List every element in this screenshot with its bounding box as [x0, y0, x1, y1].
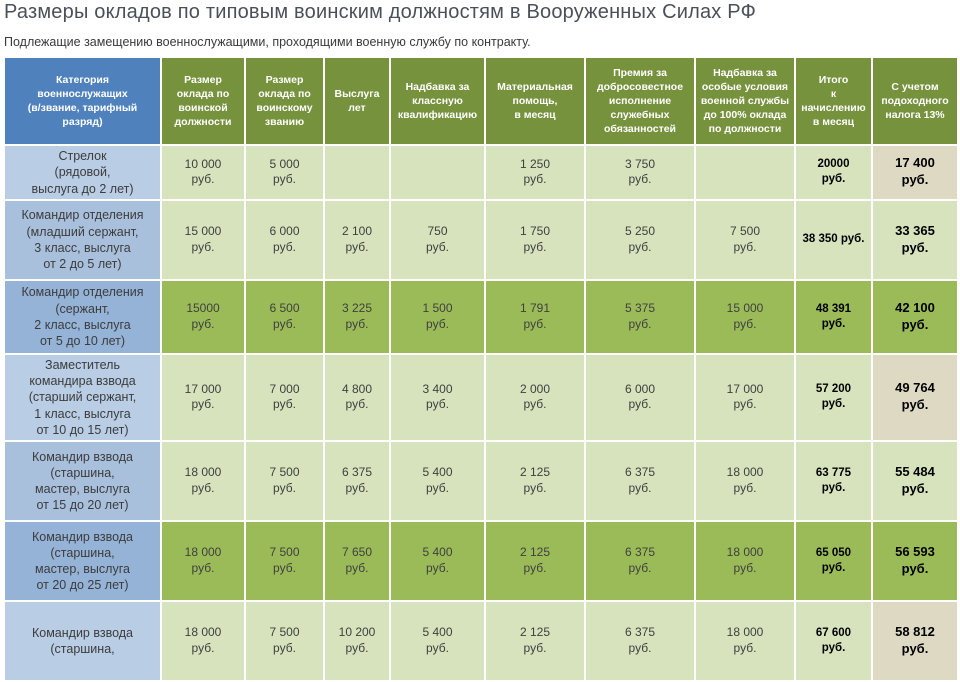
- total-cell: 48 391 руб.: [796, 280, 871, 353]
- value-cell: 1 250 руб.: [486, 146, 584, 199]
- table-header-row: Категория военнослужащих (в/звание, тари…: [5, 58, 957, 144]
- total-cell: 38 350 руб.: [796, 200, 871, 279]
- value-cell: 2 125 руб.: [486, 602, 584, 680]
- net-cell: 58 812 руб.: [873, 602, 957, 680]
- table-row: Заместитель командира взвода (старший се…: [5, 354, 957, 440]
- value-cell: [325, 146, 389, 199]
- page-title: Размеры окладов по типовым воинским долж…: [4, 1, 756, 23]
- salary-table: Категория военнослужащих (в/звание, тари…: [3, 56, 959, 682]
- value-cell: 7 500 руб.: [246, 602, 323, 680]
- category-cell: Командир отделения (младший сержант, 3 к…: [5, 200, 160, 279]
- value-cell: 7 500 руб.: [246, 442, 323, 520]
- value-cell: 7 650 руб.: [325, 522, 389, 600]
- value-cell: 3 400 руб.: [391, 354, 484, 440]
- value-cell: 750 руб.: [391, 200, 484, 279]
- value-cell: 2 125 руб.: [486, 522, 584, 600]
- value-cell: 6 375 руб.: [586, 602, 694, 680]
- category-cell: Заместитель командира взвода (старший се…: [5, 354, 160, 440]
- value-cell: 3 225 руб.: [325, 280, 389, 353]
- value-cell: 17 000 руб.: [696, 354, 794, 440]
- category-cell: Стрелок (рядовой, выслуга до 2 лет): [5, 146, 160, 199]
- table-row: Командир отделения (младший сержант, 3 к…: [5, 200, 957, 279]
- value-cell: 6 500 руб.: [246, 280, 323, 353]
- table-row: Стрелок (рядовой, выслуга до 2 лет) 10 0…: [5, 146, 957, 199]
- category-cell: Командир взвода (старшина,: [5, 602, 160, 680]
- column-header-special-conditions-bonus: Надбавка за особые условия военной служб…: [696, 58, 794, 144]
- value-cell: 10 200 руб.: [325, 602, 389, 680]
- value-cell: 6 000 руб.: [586, 354, 694, 440]
- value-cell: 18 000 руб.: [696, 522, 794, 600]
- category-cell: Командир отделения (сержант, 2 класс, вы…: [5, 280, 160, 353]
- value-cell: 7 500 руб.: [696, 200, 794, 279]
- value-cell: 1 750 руб.: [486, 200, 584, 279]
- value-cell: 2 000 руб.: [486, 354, 584, 440]
- net-cell: 42 100 руб.: [873, 280, 957, 353]
- value-cell: 15000 руб.: [162, 280, 244, 353]
- table-row: Командир взвода (старшина, мастер, выслу…: [5, 442, 957, 520]
- net-cell: 33 365 руб.: [873, 200, 957, 279]
- column-header-material-aid: Материальная помощь, в месяц: [486, 58, 584, 144]
- value-cell: 6 000 руб.: [246, 200, 323, 279]
- value-cell: 5 375 руб.: [586, 280, 694, 353]
- value-cell: 2 100 руб.: [325, 200, 389, 279]
- value-cell: 5 400 руб.: [391, 602, 484, 680]
- column-header-category: Категория военнослужащих (в/звание, тари…: [5, 58, 160, 144]
- value-cell: 7 500 руб.: [246, 522, 323, 600]
- value-cell: 18 000 руб.: [162, 442, 244, 520]
- page-subtitle: Подлежащие замещению военнослужащими, пр…: [4, 35, 531, 49]
- value-cell: 2 125 руб.: [486, 442, 584, 520]
- value-cell: 1 791 руб.: [486, 280, 584, 353]
- value-cell: 7 000 руб.: [246, 354, 323, 440]
- value-cell: 18 000 руб.: [696, 602, 794, 680]
- value-cell: 6 375 руб.: [586, 522, 694, 600]
- category-cell: Командир взвода (старшина, мастер, выслу…: [5, 522, 160, 600]
- net-cell: 17 400 руб.: [873, 146, 957, 199]
- value-cell: 5 000 руб.: [246, 146, 323, 199]
- category-cell: Командир взвода (старшина, мастер, выслу…: [5, 442, 160, 520]
- table-row: Командир взвода (старшина, 18 000 руб. 7…: [5, 602, 957, 680]
- column-header-total-accrued: Итого к начислению в месяц: [796, 58, 871, 144]
- net-cell: 56 593 руб.: [873, 522, 957, 600]
- value-cell: 6 375 руб.: [325, 442, 389, 520]
- table-row: Командир отделения (сержант, 2 класс, вы…: [5, 280, 957, 353]
- value-cell: 18 000 руб.: [162, 602, 244, 680]
- value-cell: 18 000 руб.: [162, 522, 244, 600]
- column-header-years-of-service: Выслуга лет: [325, 58, 389, 144]
- value-cell: 6 375 руб.: [586, 442, 694, 520]
- value-cell: [696, 146, 794, 199]
- table-row: Командир взвода (старшина, мастер, выслу…: [5, 522, 957, 600]
- value-cell: 5 400 руб.: [391, 522, 484, 600]
- column-header-net-after-tax: С учетом подоходного налога 13%: [873, 58, 957, 144]
- value-cell: [391, 146, 484, 199]
- total-cell: 65 050 руб.: [796, 522, 871, 600]
- total-cell: 57 200 руб.: [796, 354, 871, 440]
- column-header-position-salary: Размер оклада по воинской должности: [162, 58, 244, 144]
- value-cell: 4 800 руб.: [325, 354, 389, 440]
- total-cell: 63 775 руб.: [796, 442, 871, 520]
- net-cell: 55 484 руб.: [873, 442, 957, 520]
- value-cell: 5 400 руб.: [391, 442, 484, 520]
- column-header-rank-salary: Размер оклада по воинскому званию: [246, 58, 323, 144]
- value-cell: 10 000 руб.: [162, 146, 244, 199]
- value-cell: 17 000 руб.: [162, 354, 244, 440]
- value-cell: 18 000 руб.: [696, 442, 794, 520]
- column-header-performance-bonus: Премия за добросовестное исполнение служ…: [586, 58, 694, 144]
- value-cell: 15 000 руб.: [696, 280, 794, 353]
- total-cell: 20000 руб.: [796, 146, 871, 199]
- value-cell: 3 750 руб.: [586, 146, 694, 199]
- total-cell: 67 600 руб.: [796, 602, 871, 680]
- net-cell: 49 764 руб.: [873, 354, 957, 440]
- column-header-class-qualification-bonus: Надбавка за классную квалификацию: [391, 58, 484, 144]
- value-cell: 1 500 руб.: [391, 280, 484, 353]
- value-cell: 15 000 руб.: [162, 200, 244, 279]
- value-cell: 5 250 руб.: [586, 200, 694, 279]
